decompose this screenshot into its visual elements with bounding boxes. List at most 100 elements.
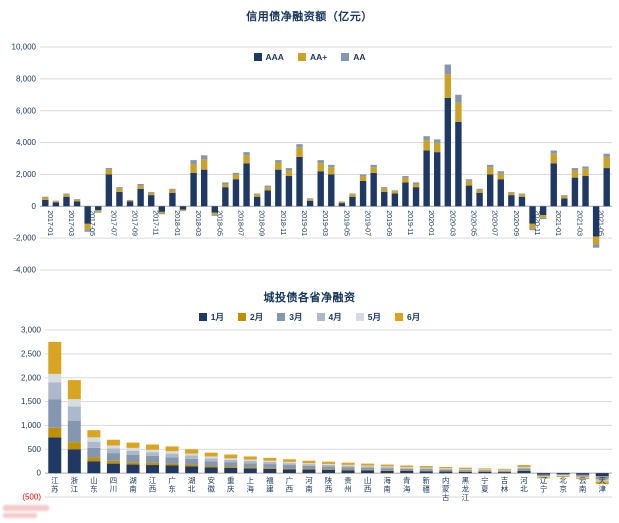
svg-text:-4,000: -4,000 bbox=[13, 266, 36, 275]
svg-text:10,000: 10,000 bbox=[12, 43, 37, 52]
svg-text:2018-11: 2018-11 bbox=[279, 210, 286, 235]
legend-item-1月: 1月 bbox=[198, 311, 225, 323]
svg-text:四川: 四川 bbox=[110, 476, 118, 494]
svg-text:2021-05: 2021-05 bbox=[597, 210, 604, 236]
legend-label: 6月 bbox=[406, 312, 421, 322]
svg-text:宁夏: 宁夏 bbox=[481, 475, 489, 494]
legend-item-5月: 5月 bbox=[355, 311, 381, 323]
svg-text:2019-11: 2019-11 bbox=[406, 210, 413, 235]
svg-text:8,000: 8,000 bbox=[16, 74, 37, 83]
city-investment-chart-title: 城投债各省净融资 bbox=[263, 292, 356, 304]
svg-text:2,000: 2,000 bbox=[16, 170, 37, 179]
legend-item-6月: 6月 bbox=[394, 311, 421, 323]
watermark bbox=[3, 505, 59, 521]
legend-swatch-icon bbox=[253, 53, 262, 61]
svg-text:2018-09: 2018-09 bbox=[258, 210, 265, 236]
legend-swatch-icon bbox=[341, 53, 350, 61]
svg-text:陕西: 陕西 bbox=[325, 475, 333, 494]
svg-text:2020-07: 2020-07 bbox=[491, 210, 498, 236]
svg-text:河南: 河南 bbox=[305, 476, 313, 494]
city-investment-by-province-chart: (500) 0 500 1,000 1,500 2,000 2,500 3,000 江苏浙江山东… bbox=[21, 326, 612, 502]
svg-text:1,000: 1,000 bbox=[21, 421, 42, 430]
svg-text:浙江: 浙江 bbox=[71, 475, 79, 494]
svg-text:2019-09: 2019-09 bbox=[385, 210, 392, 236]
legend-item-3月: 3月 bbox=[277, 311, 303, 323]
legend-label: 3月 bbox=[289, 312, 303, 322]
svg-text:2020-05: 2020-05 bbox=[470, 210, 477, 236]
svg-text:2018-07: 2018-07 bbox=[236, 210, 243, 236]
svg-text:内蒙古: 内蒙古 bbox=[442, 475, 450, 502]
legend-swatch-icon bbox=[198, 313, 207, 321]
svg-text:0: 0 bbox=[32, 202, 37, 211]
svg-text:2019-05: 2019-05 bbox=[342, 210, 349, 236]
svg-text:北京: 北京 bbox=[559, 476, 567, 494]
svg-text:2,500: 2,500 bbox=[21, 349, 42, 358]
svg-text:4,000: 4,000 bbox=[16, 138, 37, 147]
legend-swatch-icon bbox=[316, 313, 325, 321]
legend-swatch-icon bbox=[277, 313, 286, 321]
svg-text:2,000: 2,000 bbox=[21, 373, 42, 382]
svg-text:2020-03: 2020-03 bbox=[448, 210, 455, 236]
credit-bond-chart-legend: AAA AA+ AA bbox=[0, 52, 619, 62]
svg-text:江西: 江西 bbox=[149, 476, 157, 494]
svg-text:江苏: 江苏 bbox=[51, 476, 59, 494]
svg-text:贵州: 贵州 bbox=[344, 475, 352, 494]
svg-text:2017-03: 2017-03 bbox=[67, 210, 74, 236]
legend-item-2月: 2月 bbox=[238, 311, 263, 323]
svg-text:天津: 天津 bbox=[598, 476, 606, 494]
svg-text:河北: 河北 bbox=[520, 476, 528, 494]
svg-text:1,500: 1,500 bbox=[21, 397, 42, 406]
svg-text:湖南: 湖南 bbox=[129, 476, 137, 494]
svg-text:2020-11: 2020-11 bbox=[533, 210, 540, 235]
svg-text:福建: 福建 bbox=[266, 476, 274, 494]
svg-text:广西: 广西 bbox=[286, 475, 294, 494]
legend-swatch-icon bbox=[297, 53, 306, 61]
svg-text:2018-03: 2018-03 bbox=[194, 210, 201, 236]
svg-text:广东: 广东 bbox=[168, 475, 176, 494]
svg-text:吉林: 吉林 bbox=[501, 476, 509, 494]
credit-bond-net-financing-chart: -4,000 -2,000 0 2,000 4,000 6,000 8,000 10,000 2… bbox=[12, 43, 612, 275]
svg-text:2018-05: 2018-05 bbox=[215, 210, 222, 236]
svg-text:6,000: 6,000 bbox=[16, 106, 37, 115]
svg-text:2019-07: 2019-07 bbox=[364, 210, 371, 236]
city-investment-chart-legend: 1月 2月 3月 4月 5月 6月 bbox=[0, 311, 619, 323]
credit-bond-chart-title: 信用债净融资额（亿元） bbox=[246, 11, 373, 23]
svg-text:2020-01: 2020-01 bbox=[427, 210, 434, 236]
svg-text:辽宁: 辽宁 bbox=[540, 476, 548, 494]
svg-text:安徽: 安徽 bbox=[207, 475, 215, 494]
svg-text:山西: 山西 bbox=[364, 475, 372, 494]
legend-item-4月: 4月 bbox=[316, 311, 342, 323]
svg-text:云南: 云南 bbox=[579, 476, 587, 494]
legend-label: 4月 bbox=[328, 312, 342, 322]
legend-item-AA: AA bbox=[341, 52, 365, 62]
svg-text:2017-11: 2017-11 bbox=[152, 210, 159, 235]
svg-text:湖北: 湖北 bbox=[188, 476, 196, 494]
svg-text:山东: 山东 bbox=[90, 475, 98, 494]
svg-text:新疆: 新疆 bbox=[423, 475, 431, 494]
svg-text:海南: 海南 bbox=[383, 475, 391, 494]
svg-text:重庆: 重庆 bbox=[227, 476, 235, 494]
svg-text:2017-05: 2017-05 bbox=[88, 210, 95, 236]
legend-swatch-icon bbox=[238, 313, 247, 321]
legend-label: 2月 bbox=[250, 312, 264, 322]
legend-item-AAA: AAA bbox=[253, 52, 284, 62]
legend-label: AA bbox=[353, 52, 366, 62]
legend-label: AA+ bbox=[309, 52, 328, 62]
svg-text:500: 500 bbox=[28, 445, 42, 454]
svg-text:上海: 上海 bbox=[247, 476, 255, 494]
svg-text:2019-03: 2019-03 bbox=[321, 210, 328, 236]
svg-text:(500): (500) bbox=[22, 493, 41, 502]
svg-text:2019-01: 2019-01 bbox=[300, 210, 307, 236]
svg-text:2021-01: 2021-01 bbox=[554, 210, 561, 236]
svg-text:2017-01: 2017-01 bbox=[46, 210, 53, 236]
legend-item-AA+: AA+ bbox=[297, 52, 328, 62]
svg-text:3,000: 3,000 bbox=[21, 326, 42, 335]
svg-text:黑龙江: 黑龙江 bbox=[462, 476, 470, 502]
svg-text:2017-07: 2017-07 bbox=[109, 210, 116, 236]
legend-label: 5月 bbox=[367, 312, 381, 322]
legend-label: AAA bbox=[265, 52, 284, 62]
legend-swatch-icon bbox=[394, 313, 403, 321]
svg-text:-2,000: -2,000 bbox=[13, 234, 36, 243]
legend-label: 1月 bbox=[210, 312, 225, 322]
